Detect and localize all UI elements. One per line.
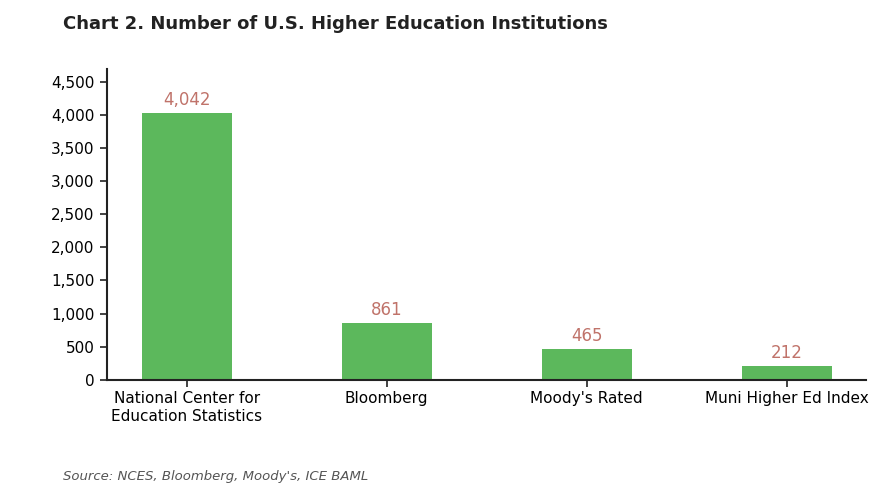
Bar: [342, 323, 431, 380]
Bar: [542, 349, 631, 380]
Text: 465: 465: [571, 327, 603, 345]
Text: 861: 861: [371, 301, 403, 319]
Bar: [742, 366, 831, 380]
Text: Source: NCES, Bloomberg, Moody's, ICE BAML: Source: NCES, Bloomberg, Moody's, ICE BA…: [63, 470, 368, 483]
Text: 212: 212: [771, 344, 803, 362]
Bar: [142, 112, 231, 380]
Text: Chart 2. Number of U.S. Higher Education Institutions: Chart 2. Number of U.S. Higher Education…: [63, 15, 607, 33]
Text: 4,042: 4,042: [163, 91, 211, 109]
